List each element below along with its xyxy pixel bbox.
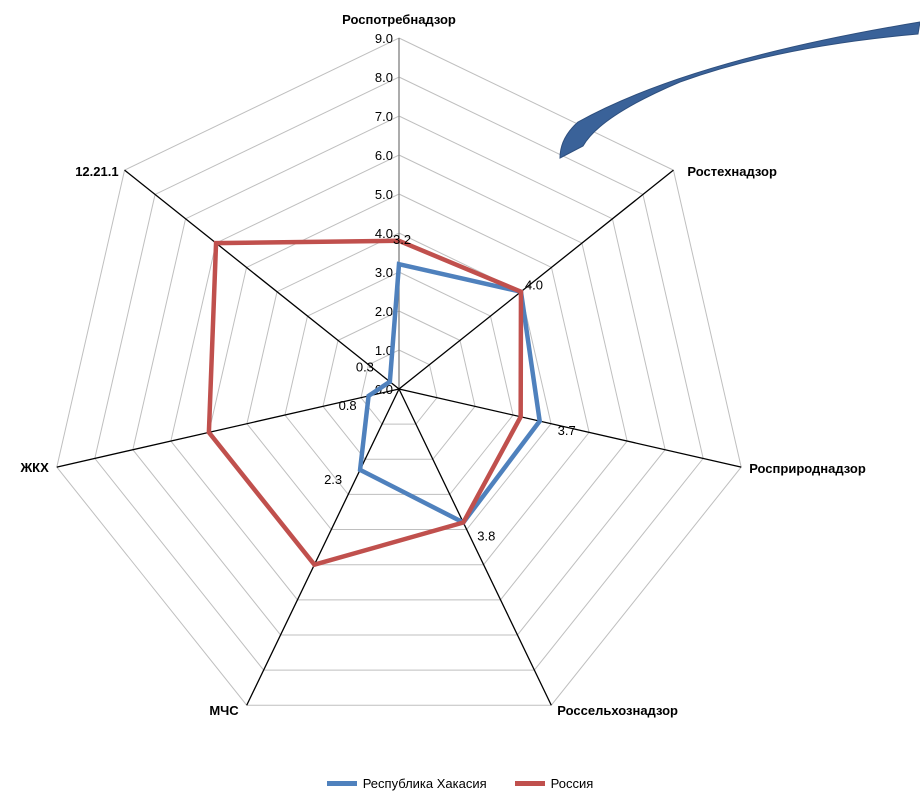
spoke-line xyxy=(398,169,674,390)
category-labels: Роспотребнадзор Ростехнадзор Росприроднадз… xyxy=(19,12,865,718)
legend: Республика Хакасия Россия xyxy=(0,773,920,793)
grid-ring xyxy=(94,76,704,671)
legend-swatch-khakassia xyxy=(326,780,357,786)
category-label: МЧС xyxy=(209,703,239,718)
data-label: 0.8 xyxy=(339,398,357,413)
series-line-khakassia xyxy=(357,261,543,526)
grid-ring xyxy=(56,37,742,706)
tick-label: 0.0 xyxy=(375,382,393,397)
data-label: 3.8 xyxy=(477,529,495,544)
tick-label: 3.0 xyxy=(375,265,393,280)
grid-ring xyxy=(360,349,438,425)
spoke-line xyxy=(246,388,400,706)
legend-label-khakassia: Республика Хакасия xyxy=(362,775,487,791)
grid-ring xyxy=(208,193,590,566)
radar-series xyxy=(206,238,543,568)
data-labels: 3.2 4.0 3.7 3.8 2.3 0.8 0.3 xyxy=(324,232,576,543)
radial-tick-labels: 0.0 1.0 2.0 3.0 4.0 5.0 6.0 7.0 8.0 9.0 xyxy=(375,31,393,397)
tick-label: 9.0 xyxy=(375,31,393,46)
tick-label: 2.0 xyxy=(375,304,393,319)
legend-label-russia: Россия xyxy=(550,775,594,791)
data-label: 2.3 xyxy=(324,472,342,487)
radar-spokes xyxy=(56,38,742,706)
tick-label: 1.0 xyxy=(375,343,393,358)
grid-ring xyxy=(170,154,628,601)
spoke-line xyxy=(398,388,742,468)
spoke-line xyxy=(398,388,552,706)
legend-item-russia: Россия xyxy=(514,775,594,791)
category-label: Роспотребнадзор xyxy=(342,12,456,27)
tick-label: 5.0 xyxy=(375,187,393,202)
category-label: ЖКХ xyxy=(19,460,49,475)
grid-ring xyxy=(132,115,666,636)
spoke-line xyxy=(124,169,400,390)
data-label: 3.7 xyxy=(558,423,576,438)
category-label: Росприроднадзор xyxy=(749,461,866,476)
radar-grid xyxy=(56,37,742,706)
tick-label: 4.0 xyxy=(375,226,393,241)
spoke-line xyxy=(56,388,400,468)
tick-label: 7.0 xyxy=(375,109,393,124)
annotation-arrow xyxy=(559,21,920,159)
tick-label: 8.0 xyxy=(375,70,393,85)
tick-label: 6.0 xyxy=(375,148,393,163)
data-label: 4.0 xyxy=(525,278,543,293)
legend-item-khakassia: Республика Хакасия xyxy=(326,775,487,791)
category-label: 12.21.1 xyxy=(75,164,118,179)
data-label: 0.3 xyxy=(356,360,374,375)
category-label: Россельхознадзор xyxy=(557,703,678,718)
grid-ring xyxy=(322,310,476,460)
series-line-russia xyxy=(206,238,524,568)
legend-swatch-russia xyxy=(514,780,545,786)
category-label: Ростехнадзор xyxy=(687,164,777,179)
data-label: 3.2 xyxy=(393,232,411,247)
grid-ring xyxy=(284,271,514,495)
